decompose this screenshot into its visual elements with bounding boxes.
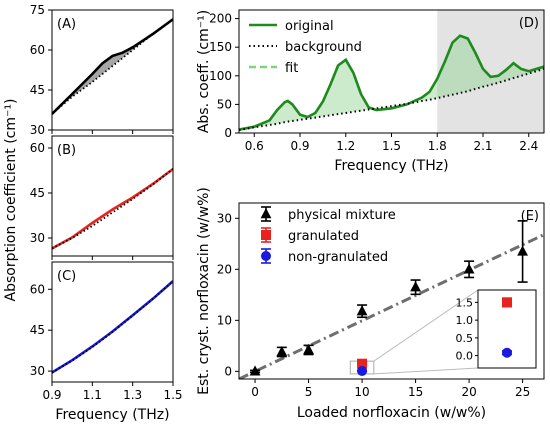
plot-area-a — [52, 18, 173, 115]
ytick-label: 60 — [30, 141, 45, 155]
panel-c: 30 45 60 0.9 1.1 1.3 1.5 Frequency (THz) (C) — [30, 261, 183, 423]
data-point — [502, 297, 512, 308]
plot-area-c — [52, 280, 173, 374]
data-point — [502, 347, 512, 358]
series-original — [239, 34, 544, 131]
legend-label: non-granulated — [288, 250, 388, 265]
legend: original background fit — [249, 19, 362, 76]
ytick-label: 60 — [30, 43, 45, 57]
legend-label: original — [285, 19, 334, 34]
xtick-label: 1.5 — [163, 388, 182, 402]
inset-connector — [373, 289, 479, 362]
xtick-label: 10 — [354, 385, 369, 399]
panel-label: (A) — [57, 17, 76, 32]
xtick-label: 2.1 — [473, 139, 492, 153]
axes-frame-e — [238, 202, 545, 380]
ytick-label: 60 — [30, 282, 45, 296]
trend-line — [239, 233, 544, 379]
ytick-label: 45 — [30, 186, 45, 200]
x-axis-label: Frequency (THz) — [55, 407, 169, 423]
data-point — [356, 305, 368, 316]
xtick-label: 15 — [408, 385, 423, 399]
legend-label: fit — [285, 61, 298, 76]
panel-label: (D) — [519, 16, 539, 31]
ytick-label: 45 — [30, 323, 45, 337]
xtick-label: 20 — [461, 385, 476, 399]
data-point — [303, 343, 314, 355]
xtick-label: 0.6 — [245, 139, 264, 153]
y-axis-label: Abs. coeff. (cm⁻¹) — [196, 10, 212, 133]
panel-e: 0 10 20 30 0 5 10 15 20 25 Loaded norfloxacin (w/w… — [196, 187, 545, 421]
data-point — [261, 230, 271, 240]
ytick-label: 100 — [209, 69, 232, 83]
data-point — [410, 281, 421, 292]
ytick-label: 20 — [217, 262, 232, 276]
y-axis-label: Est. cryst. norfloxacin (w/w%) — [196, 187, 212, 395]
ytick-label: 30 — [30, 364, 45, 378]
xtick-label: 1.1 — [83, 388, 102, 402]
xtick-label: 1.2 — [336, 139, 355, 153]
inset-connector — [373, 367, 479, 375]
series-original-a — [52, 18, 173, 115]
data-point — [249, 365, 261, 376]
inset-ytick-label: 1.5 — [456, 296, 474, 309]
xtick-label: 1.3 — [123, 388, 142, 402]
ytick-label: 200 — [209, 12, 232, 26]
xtick-label: 25 — [515, 385, 530, 399]
series-original-b — [52, 167, 173, 250]
xtick-label: 1.8 — [428, 139, 447, 153]
data-point — [276, 345, 288, 357]
data-point — [357, 358, 368, 369]
xtick-label: 0.9 — [290, 139, 309, 153]
xtick-label: 0.9 — [42, 388, 61, 402]
xtick-label: 1.5 — [382, 139, 401, 153]
panel-d: 0 50 100 150 200 0.6 0.9 1.2 1.5 1.8 2.1 2.4 Frequen… — [196, 9, 545, 174]
inset-ytick-label: 1.0 — [456, 314, 474, 327]
ytick-label: 45 — [30, 83, 45, 97]
data-point — [261, 251, 271, 261]
inset-ytick-label: 0.0 — [456, 350, 474, 363]
ytick-label: 30 — [30, 123, 45, 137]
legend-label: physical mixture — [288, 208, 396, 223]
xtick-label: 0 — [251, 385, 259, 399]
legend: physical mixture granulated non-granulated — [260, 206, 396, 265]
plot-area-e — [239, 220, 544, 379]
panel-label: (E) — [521, 209, 539, 224]
legend-label: granulated — [288, 229, 359, 244]
panel-label: (C) — [57, 269, 76, 284]
ytick-label: 75 — [30, 3, 45, 17]
panel-a: 30 45 60 75 (A) — [30, 3, 174, 137]
shared-ylabel: Absorption coefficient (cm⁻¹) — [3, 99, 19, 302]
x-axis-label: Loaded norfloxacin (w/w%) — [297, 405, 486, 421]
xtick-label: 5 — [305, 385, 313, 399]
ytick-label: 0 — [224, 364, 232, 378]
axes-frame-c — [51, 261, 174, 383]
xtick-label: 2.4 — [519, 139, 538, 153]
ytick-label: 10 — [217, 313, 232, 327]
axes-frame-a — [51, 9, 174, 131]
series-original-c — [52, 280, 173, 374]
inset-ytick-label: 0.5 — [456, 332, 474, 345]
ytick-label: 50 — [217, 97, 232, 111]
plot-area-b — [52, 167, 173, 250]
x-axis-label: Frequency (THz) — [334, 158, 448, 174]
plot-area-d — [239, 10, 544, 133]
panel-label: (B) — [57, 143, 76, 158]
data-point — [463, 263, 475, 274]
inset: 0.0 0.5 1.0 1.5 — [456, 289, 537, 369]
peak-fill — [239, 35, 544, 131]
ytick-label: 30 — [30, 231, 45, 245]
series-background — [239, 67, 544, 132]
series-background-c — [52, 280, 173, 374]
data-point — [260, 208, 272, 219]
axes-frame-b — [51, 135, 174, 257]
ytick-label: 0 — [224, 126, 232, 140]
panel-b: 30 45 60 (B) — [30, 135, 174, 260]
legend-label: background — [285, 40, 362, 55]
ytick-label: 150 — [209, 40, 232, 54]
data-point — [357, 365, 368, 376]
ytick-label: 30 — [217, 211, 232, 225]
data-point — [517, 245, 528, 256]
